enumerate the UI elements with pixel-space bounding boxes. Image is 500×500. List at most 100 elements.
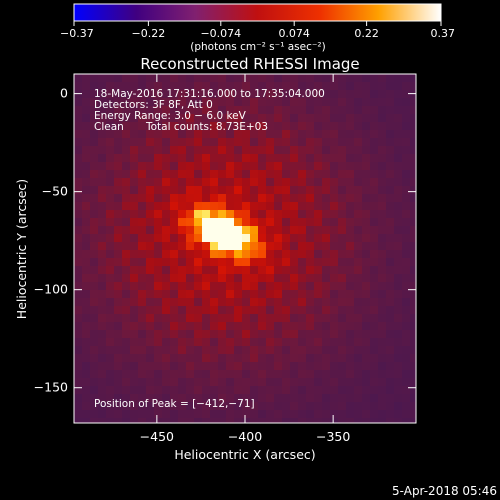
heatmap-pixel [314, 378, 323, 387]
heatmap-pixel [346, 138, 355, 147]
heatmap-pixel [314, 282, 323, 291]
heatmap-pixel [122, 378, 131, 387]
heatmap-pixel [250, 82, 259, 91]
heatmap-pixel [250, 242, 259, 251]
heatmap-pixel [130, 258, 139, 267]
heatmap-pixel [314, 90, 323, 99]
heatmap-pixel [178, 322, 187, 331]
heatmap-pixel [322, 362, 331, 371]
heatmap-pixel [186, 386, 195, 395]
heatmap-pixel [170, 370, 179, 379]
heatmap-pixel [298, 226, 307, 235]
heatmap-pixel [210, 194, 219, 203]
heatmap-pixel [106, 418, 115, 423]
heatmap-pixel [322, 258, 331, 267]
heatmap-pixel [82, 202, 91, 211]
heatmap-pixel [178, 162, 187, 171]
heatmap-pixel [330, 370, 339, 379]
heatmap-pixel [354, 130, 363, 139]
heatmap-pixel [122, 106, 131, 115]
heatmap-pixel [82, 218, 91, 227]
heatmap-pixel [306, 370, 315, 379]
heatmap-pixel [202, 258, 211, 267]
heatmap-pixel [178, 386, 187, 395]
heatmap-pixel [82, 274, 91, 283]
heatmap-pixel [242, 266, 251, 275]
heatmap-pixel [282, 338, 291, 347]
heatmap-pixel [362, 370, 371, 379]
heatmap-pixel [202, 418, 211, 423]
heatmap-pixel [98, 338, 107, 347]
heatmap-pixel [250, 370, 259, 379]
heatmap-pixel [210, 82, 219, 91]
x-tick-label: −350 [316, 429, 350, 444]
heatmap-pixel [402, 394, 411, 403]
heatmap-pixel [130, 314, 139, 323]
heatmap-pixel [242, 234, 251, 243]
heatmap-pixel [394, 226, 403, 235]
heatmap-pixel [314, 234, 323, 243]
heatmap-pixel [242, 82, 251, 91]
heatmap-pixel [114, 362, 123, 371]
heatmap-pixel [146, 82, 155, 91]
heatmap-pixel [330, 402, 339, 411]
heatmap-pixel [82, 210, 91, 219]
heatmap-pixel [170, 362, 179, 371]
heatmap-pixel [242, 338, 251, 347]
heatmap-pixel [386, 330, 395, 339]
heatmap-pixel [210, 178, 219, 187]
heatmap-pixel [74, 386, 83, 395]
heatmap-pixel [330, 410, 339, 419]
heatmap-pixel [154, 186, 163, 195]
heatmap-pixel [274, 362, 283, 371]
heatmap-pixel [386, 186, 395, 195]
heatmap-pixel [314, 306, 323, 315]
heatmap-pixel [186, 258, 195, 267]
heatmap-pixel [250, 122, 259, 131]
heatmap-pixel [130, 218, 139, 227]
heatmap-pixel [114, 170, 123, 179]
heatmap-pixel [410, 82, 416, 91]
heatmap-pixel [202, 386, 211, 395]
heatmap-pixel [186, 194, 195, 203]
heatmap-pixel [162, 162, 171, 171]
heatmap-pixel [194, 362, 203, 371]
heatmap-pixel [234, 226, 243, 235]
heatmap-pixel [122, 418, 131, 423]
heatmap-pixel [250, 170, 259, 179]
heatmap-pixels [74, 74, 416, 423]
heatmap-pixel [394, 314, 403, 323]
heatmap-pixel [322, 378, 331, 387]
heatmap-pixel [74, 418, 83, 423]
heatmap-pixel [218, 226, 227, 235]
heatmap-pixel [250, 250, 259, 259]
heatmap-pixel [178, 378, 187, 387]
heatmap-pixel [138, 138, 147, 147]
heatmap-pixel [130, 154, 139, 163]
heatmap-pixel [186, 98, 195, 107]
heatmap-pixel [154, 138, 163, 147]
heatmap-pixel [130, 210, 139, 219]
heatmap-pixel [194, 210, 203, 219]
heatmap-pixel [386, 170, 395, 179]
heatmap-pixel [210, 346, 219, 355]
heatmap-pixel [314, 106, 323, 115]
heatmap-pixel [138, 346, 147, 355]
heatmap-pixel [138, 170, 147, 179]
heatmap-pixel [290, 202, 299, 211]
heatmap-pixel [386, 234, 395, 243]
heatmap-pixel [322, 130, 331, 139]
heatmap-pixel [74, 74, 83, 83]
heatmap-pixel [106, 162, 115, 171]
heatmap-pixel [194, 386, 203, 395]
heatmap-pixel [378, 362, 387, 371]
heatmap-pixel [354, 290, 363, 299]
heatmap-pixel [98, 322, 107, 331]
heatmap-pixel [98, 122, 107, 131]
heatmap-pixel [82, 282, 91, 291]
heatmap-pixel [106, 250, 115, 259]
heatmap-pixel [186, 138, 195, 147]
heatmap-pixel [346, 170, 355, 179]
heatmap-pixel [178, 186, 187, 195]
heatmap-pixel [202, 90, 211, 99]
